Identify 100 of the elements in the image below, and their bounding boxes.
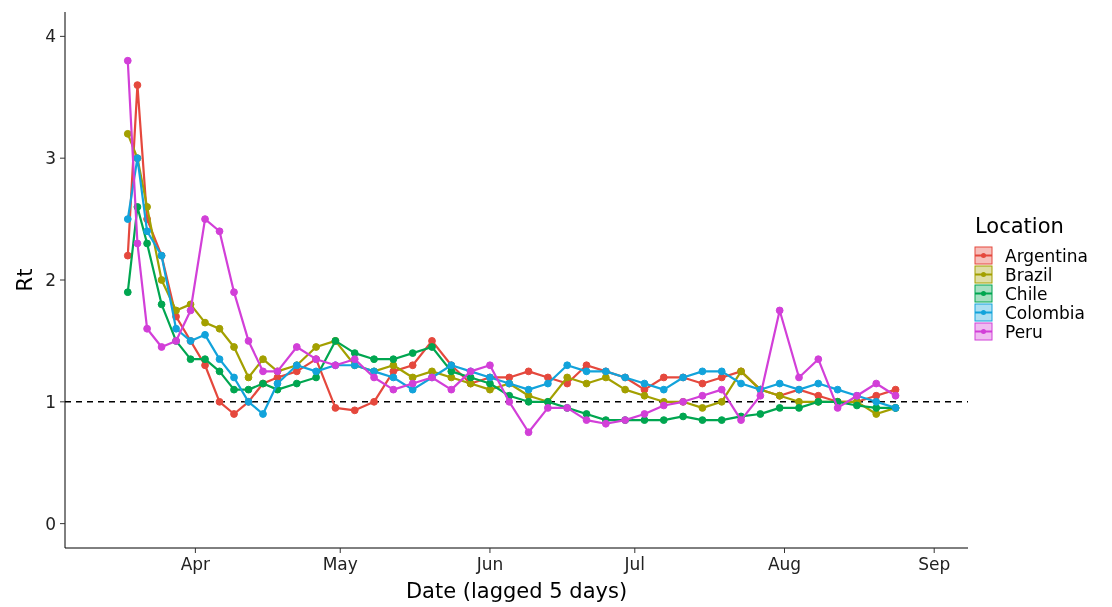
point xyxy=(370,373,378,382)
point xyxy=(201,355,209,364)
point xyxy=(123,215,132,223)
point xyxy=(143,239,151,248)
point xyxy=(872,379,881,388)
point xyxy=(312,367,320,376)
point xyxy=(273,379,282,388)
point xyxy=(795,373,803,382)
point xyxy=(640,410,649,418)
point xyxy=(350,355,359,364)
point xyxy=(659,373,668,382)
point xyxy=(230,385,238,394)
point xyxy=(543,373,552,382)
point xyxy=(698,404,707,412)
point xyxy=(775,404,784,412)
point xyxy=(143,203,151,211)
point xyxy=(244,373,253,382)
y-tick-label: 2 xyxy=(45,269,56,290)
point xyxy=(659,401,668,410)
point xyxy=(717,385,726,394)
x-tick-label: Jul xyxy=(623,554,646,574)
point xyxy=(872,404,881,412)
point xyxy=(640,379,649,388)
point xyxy=(679,412,687,421)
y-axis-title: Rt xyxy=(13,268,37,292)
point xyxy=(775,379,784,388)
point xyxy=(737,379,745,388)
point xyxy=(524,385,533,394)
point xyxy=(717,373,726,382)
point xyxy=(640,391,649,400)
point xyxy=(698,379,707,388)
point xyxy=(172,324,180,333)
point xyxy=(717,367,726,376)
point xyxy=(640,416,649,424)
point xyxy=(698,416,707,424)
point xyxy=(230,288,238,297)
point xyxy=(389,385,398,394)
y-tick-label: 3 xyxy=(45,148,56,169)
point xyxy=(833,404,842,412)
point xyxy=(157,343,166,351)
point xyxy=(408,361,417,370)
point xyxy=(259,367,267,376)
y-tick-label: 1 xyxy=(45,391,56,412)
point xyxy=(447,373,456,382)
point xyxy=(447,385,456,394)
point xyxy=(259,355,267,364)
point xyxy=(891,391,900,400)
x-tick-label: Aug xyxy=(767,554,802,574)
point xyxy=(215,324,224,333)
point xyxy=(157,300,166,309)
legend-label: Peru xyxy=(1005,321,1043,342)
point xyxy=(447,367,456,376)
point xyxy=(872,397,881,406)
point xyxy=(186,355,195,364)
point xyxy=(775,306,784,315)
point xyxy=(133,239,142,248)
point xyxy=(524,367,533,376)
point xyxy=(201,215,209,223)
point xyxy=(524,428,533,437)
point xyxy=(133,81,142,89)
point xyxy=(524,397,533,406)
point xyxy=(717,416,726,424)
point xyxy=(582,416,591,424)
point xyxy=(389,355,398,364)
point xyxy=(795,404,803,412)
point xyxy=(201,318,209,327)
x-tick-label: May xyxy=(322,554,358,574)
legend-label: Chile xyxy=(1005,283,1048,304)
point xyxy=(408,379,417,388)
point xyxy=(659,416,668,424)
point xyxy=(230,410,238,418)
point xyxy=(563,361,572,370)
point xyxy=(123,56,132,65)
point xyxy=(795,397,803,406)
point xyxy=(408,373,417,382)
point xyxy=(717,397,726,406)
point xyxy=(814,391,823,400)
point xyxy=(123,288,132,297)
point xyxy=(143,324,151,333)
point xyxy=(428,343,436,351)
point xyxy=(543,404,552,412)
point xyxy=(659,385,668,394)
point xyxy=(123,251,132,260)
point xyxy=(621,385,630,394)
point xyxy=(215,355,224,364)
point xyxy=(833,385,842,394)
point xyxy=(259,410,267,418)
point xyxy=(292,367,301,376)
point xyxy=(853,401,861,410)
point xyxy=(215,227,224,236)
point xyxy=(331,404,340,412)
point xyxy=(389,361,398,370)
point xyxy=(230,343,238,351)
point xyxy=(186,306,195,315)
point xyxy=(486,385,494,394)
point xyxy=(350,406,359,415)
point xyxy=(486,361,494,370)
point xyxy=(582,367,591,376)
point xyxy=(312,343,320,351)
point xyxy=(201,361,209,370)
